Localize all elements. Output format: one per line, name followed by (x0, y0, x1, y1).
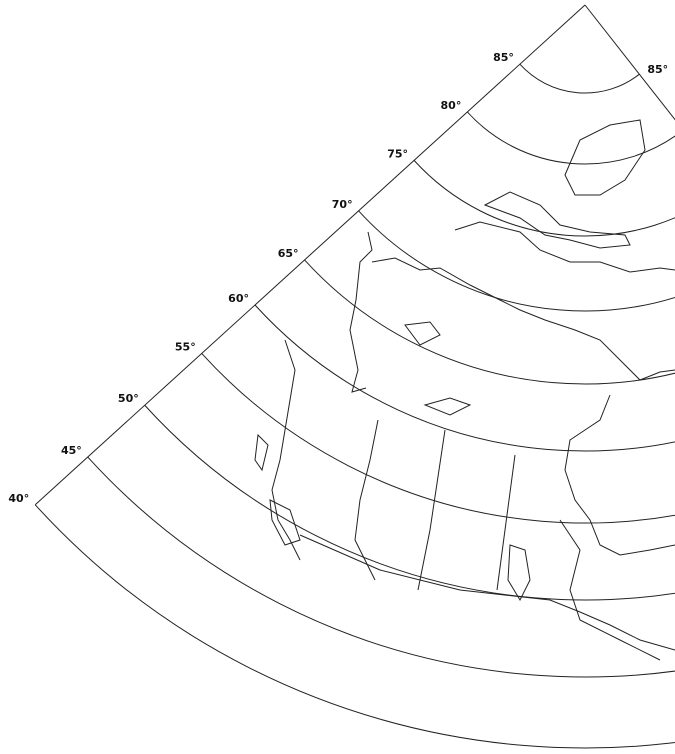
latitude-label: 65° (278, 247, 299, 260)
parallel (201, 353, 675, 524)
latitude-label: 85° (493, 51, 514, 64)
coastline (423, 397, 472, 416)
coastline (271, 339, 301, 561)
coastlines (254, 119, 675, 661)
latitude-label: 75° (387, 147, 408, 160)
lake (507, 544, 531, 602)
province-boundary (299, 534, 675, 651)
coastline (564, 394, 675, 556)
coastline (371, 257, 675, 381)
parallel (413, 160, 675, 237)
latitude-label: 60° (228, 292, 249, 305)
coastline (454, 221, 675, 273)
coastline (404, 321, 441, 346)
meridian (584, 4, 675, 121)
latitude-label: 45° (61, 444, 82, 457)
latitude-label: 80° (441, 99, 462, 112)
latitude-label: 55° (175, 340, 196, 353)
parallel (87, 456, 675, 678)
parallel (466, 111, 675, 165)
province-boundary (354, 419, 379, 581)
province-boundary (496, 454, 516, 591)
parallel (254, 304, 675, 452)
parallel (144, 404, 675, 601)
latitude-label: 70° (332, 198, 353, 211)
parallel (519, 63, 640, 94)
latitude-label: 85° (647, 63, 668, 76)
parallel (34, 504, 675, 749)
coastline (483, 191, 631, 249)
meridian (34, 4, 586, 506)
latitude-label: 50° (118, 392, 139, 405)
parallel (304, 259, 675, 385)
parallel (358, 210, 675, 312)
coastline (269, 499, 301, 546)
province-boundary (559, 519, 661, 661)
coastline (349, 231, 373, 393)
coastline (564, 119, 646, 196)
graticule (34, 4, 675, 749)
coastline (254, 433, 269, 472)
latitude-label: 40° (8, 492, 29, 505)
labels: 85° 80° 75° 70° 65° 60° 55° 50° 45° 40° 85° (8, 51, 668, 505)
province-boundary (417, 429, 446, 591)
